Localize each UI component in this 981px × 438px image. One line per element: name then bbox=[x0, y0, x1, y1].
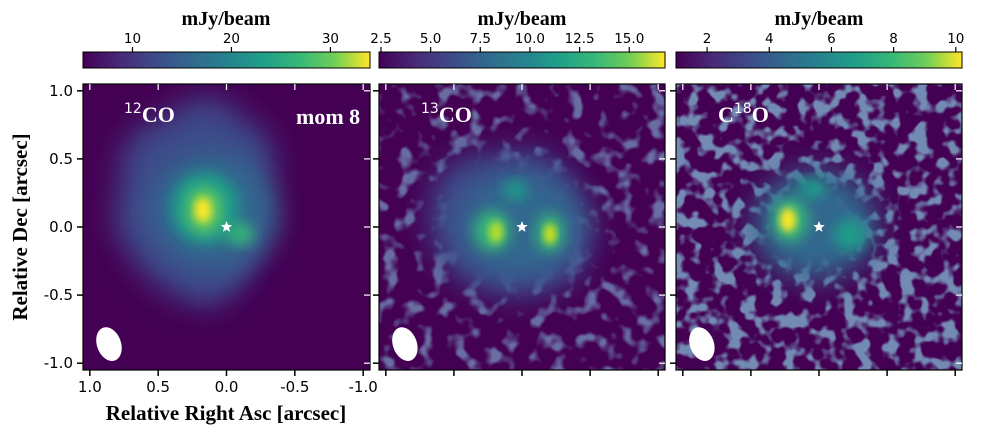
beam-ellipse bbox=[392, 327, 418, 361]
emission-map bbox=[114, 97, 275, 307]
colorbar-tick-label: 4 bbox=[765, 31, 774, 47]
colorbar-gradient bbox=[378, 51, 666, 69]
colorbar-gradient bbox=[82, 51, 371, 69]
beam-ellipse bbox=[96, 327, 122, 362]
axis-ticks: 1.0 0.5 0.0 -0.5 -1.0 1.0 0.5 0.0 -0.5 -1.0 bbox=[44, 82, 378, 396]
colorbar-title: mJy/beam bbox=[478, 8, 567, 30]
species-label-13co: 13CO bbox=[421, 101, 472, 127]
x-tick-label: -1.0 bbox=[349, 378, 378, 396]
species-label-12co: 12CO bbox=[124, 101, 175, 127]
moment-label: mom 8 bbox=[296, 104, 360, 129]
colorbar-title: mJy/beam bbox=[775, 8, 864, 30]
axis-ticks bbox=[373, 84, 665, 376]
panel-c18o: C18O bbox=[670, 83, 963, 376]
colorbar-ticks: 2.5 5.0 7.5 10.0 12.5 15.0 bbox=[370, 31, 644, 52]
colorbar-ticks: 2 4 6 8 10 bbox=[703, 31, 964, 52]
colorbar-tick-label: 15.0 bbox=[614, 31, 644, 47]
y-tick-label: -1.0 bbox=[44, 354, 73, 372]
x-tick-label: 1.0 bbox=[78, 378, 102, 396]
y-tick-label: 0.5 bbox=[49, 150, 73, 168]
colorbar-tick-label: 10 bbox=[124, 31, 141, 47]
axis-ticks bbox=[670, 84, 962, 376]
colorbar-ticks: 10 20 30 bbox=[124, 31, 339, 52]
colorbar-tick-label: 2 bbox=[703, 31, 712, 47]
colorbar-gradient bbox=[675, 51, 963, 69]
y-tick-label: 0.0 bbox=[49, 218, 73, 236]
colorbar-tick-label: 10.0 bbox=[515, 31, 545, 47]
colorbar-c18o: mJy/beam 2 4 6 8 10 bbox=[675, 8, 964, 69]
star-marker bbox=[516, 221, 528, 232]
colorbar-12co: mJy/beam 10 20 30 bbox=[82, 8, 371, 69]
map-markers bbox=[392, 221, 528, 361]
map-markers bbox=[96, 221, 233, 362]
colorbar-tick-label: 20 bbox=[223, 31, 240, 47]
panel-13co: 13CO bbox=[373, 83, 666, 376]
colorbar-tick-label: 6 bbox=[827, 31, 836, 47]
y-tick-label: 1.0 bbox=[49, 82, 73, 100]
colorbar-tick-label: 2.5 bbox=[370, 31, 391, 47]
x-axis-label: Relative Right Asc [arcsec] bbox=[106, 401, 346, 425]
colorbar-13co: mJy/beam 2.5 5.0 7.5 10.0 12.5 15.0 bbox=[370, 8, 666, 69]
colorbar-tick-label: 7.5 bbox=[470, 31, 491, 47]
colorbar-tick-label: 12.5 bbox=[565, 31, 595, 47]
star-marker bbox=[813, 221, 825, 232]
x-tick-label: -0.5 bbox=[280, 378, 309, 396]
panel-12co: 1.0 0.5 0.0 -0.5 -1.01.00.50.0-0.5-1.0 12CO … bbox=[44, 82, 378, 396]
map-markers bbox=[689, 221, 825, 361]
y-tick-label: -0.5 bbox=[44, 286, 73, 304]
colorbar-tick-label: 5.0 bbox=[420, 31, 441, 47]
species-label-c18o: C18O bbox=[718, 101, 769, 127]
x-tick-label: 0.5 bbox=[146, 378, 170, 396]
x-tick-label: 0.0 bbox=[215, 378, 239, 396]
y-axis-label: Relative Dec [arcsec] bbox=[8, 133, 32, 320]
beam-ellipse bbox=[689, 327, 715, 361]
colorbar-title: mJy/beam bbox=[182, 8, 271, 30]
star-marker bbox=[220, 221, 233, 232]
colorbar-tick-label: 10 bbox=[947, 31, 964, 47]
colorbar-tick-label: 30 bbox=[322, 31, 339, 47]
colorbar-tick-label: 8 bbox=[889, 31, 898, 47]
